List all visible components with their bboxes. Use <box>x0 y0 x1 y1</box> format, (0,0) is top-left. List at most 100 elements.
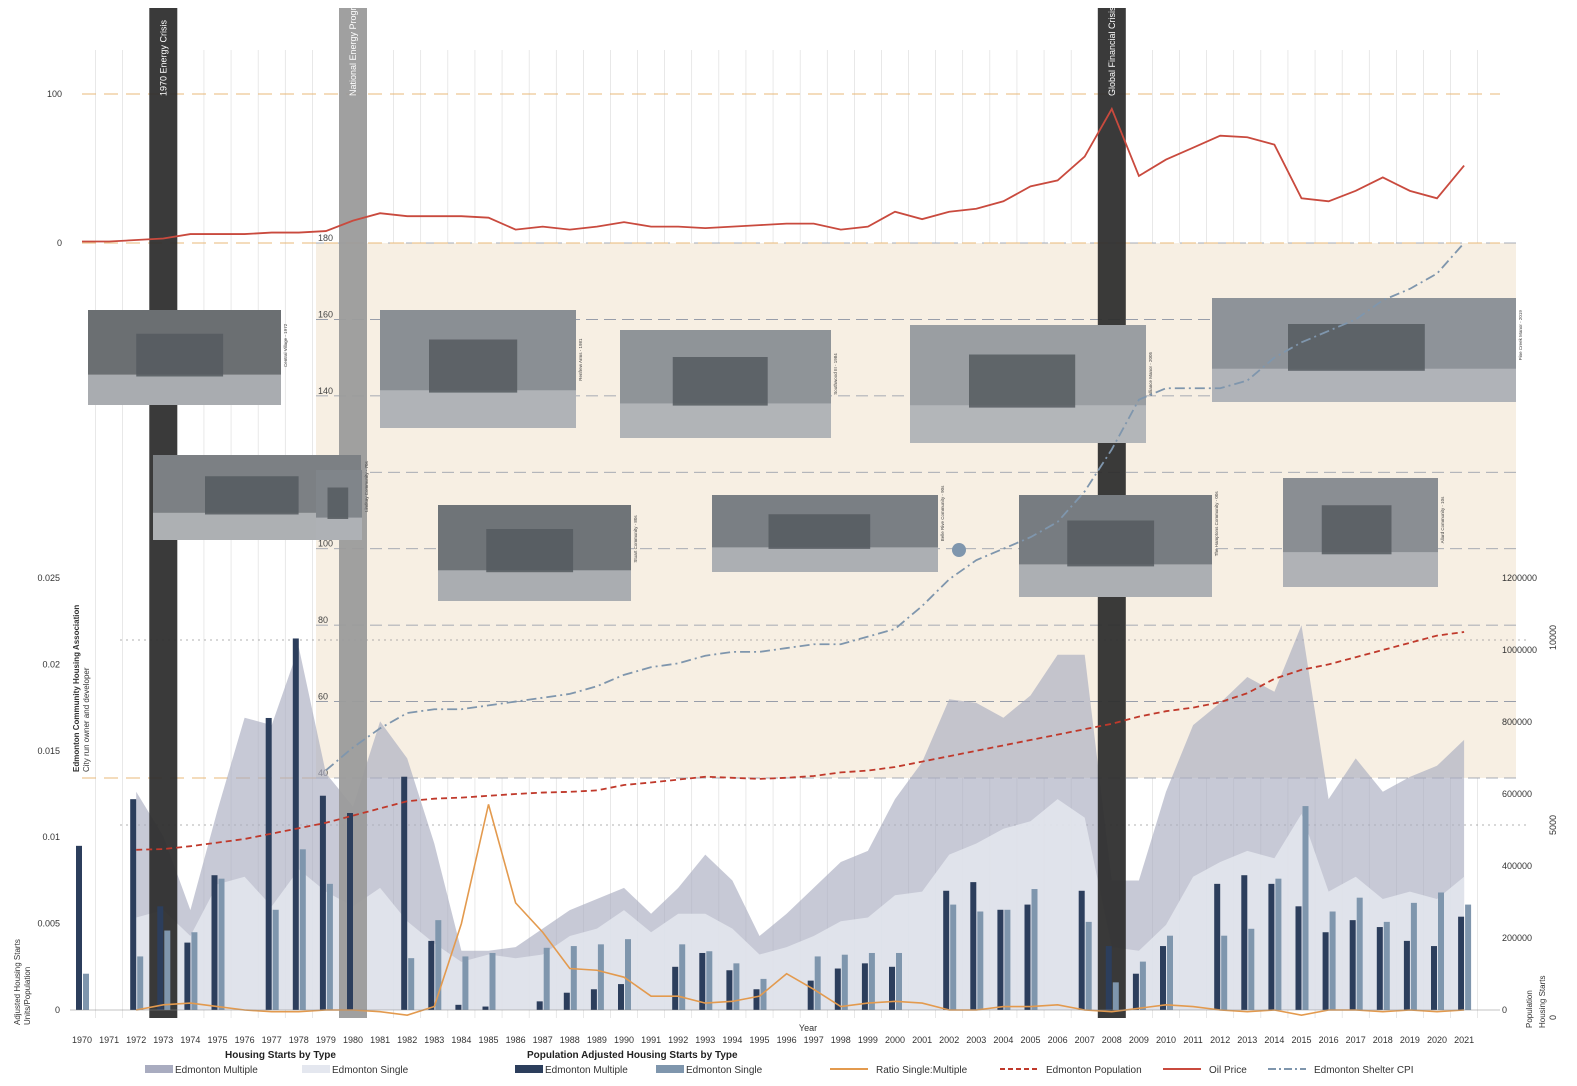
x-tick-label: 1977 <box>262 1035 282 1045</box>
left-axis-tick: 0.02 <box>42 659 60 669</box>
population-axis-tick: 1200000 <box>1502 573 1537 583</box>
bar-edmonton-single <box>1139 961 1146 1010</box>
cpi-tick-label: 100 <box>318 539 333 549</box>
legend-label: Edmonton Shelter CPI <box>1314 1065 1414 1076</box>
bar-edmonton-multiple <box>1160 946 1166 1010</box>
photo-ground <box>1212 368 1516 402</box>
x-tick-label: 1984 <box>451 1035 471 1045</box>
bar-edmonton-single <box>1438 892 1444 1010</box>
bar-edmonton-multiple <box>1105 946 1112 1010</box>
bar-edmonton-multiple <box>292 638 299 1010</box>
bar-edmonton-single <box>164 930 171 1010</box>
legend-swatch <box>302 1065 330 1073</box>
bar-edmonton-single <box>1329 911 1336 1010</box>
x-tick-label: 1994 <box>722 1035 742 1045</box>
x-axis-label: Year <box>799 1023 817 1033</box>
bar-edmonton-single <box>462 956 469 1010</box>
legend-swatch <box>145 1065 173 1073</box>
legend-label: Oil Price <box>1209 1065 1247 1076</box>
x-tick-label: 2014 <box>1264 1035 1284 1045</box>
x-tick-label: 1970 <box>72 1035 92 1045</box>
community-photo: Alliance Manor - 2005 <box>910 325 1153 443</box>
bar-edmonton-single <box>896 952 902 1010</box>
bar-edmonton-multiple <box>347 813 353 1010</box>
bar-edmonton-multiple <box>1349 920 1356 1010</box>
bar-edmonton-single <box>137 956 144 1010</box>
bar-edmonton-multiple <box>1024 904 1031 1010</box>
x-tick-label: 2004 <box>993 1035 1013 1045</box>
bar-edmonton-single <box>868 952 875 1010</box>
oil-price-line <box>82 106 1465 243</box>
x-tick-label: 1990 <box>614 1035 634 1045</box>
legend: Housing Starts by Type Population Adjuste… <box>145 1050 1414 1076</box>
photo-building <box>429 339 518 393</box>
x-tick-label: 2005 <box>1020 1035 1040 1045</box>
bar-edmonton-single <box>1085 921 1092 1010</box>
bar-edmonton-single <box>272 909 279 1010</box>
population-axis-tick: 200000 <box>1502 933 1532 943</box>
bar-edmonton-multiple <box>265 717 272 1010</box>
population-axis-tick: 1000000 <box>1502 645 1537 655</box>
x-tick-label: 1972 <box>126 1035 146 1045</box>
bar-edmonton-multiple <box>1431 946 1437 1010</box>
housing-starts-single-area <box>136 799 1465 1010</box>
bar-edmonton-single <box>1004 909 1011 1010</box>
bar-edmonton-multiple <box>834 968 841 1010</box>
bar-edmonton-multiple <box>1322 932 1329 1010</box>
x-tick-label: 2019 <box>1400 1035 1420 1045</box>
legend-item: Edmonton Multiple <box>515 1065 628 1076</box>
x-tick-label: 2010 <box>1156 1035 1176 1045</box>
x-tick-label: 2018 <box>1373 1035 1393 1045</box>
photo-ground <box>910 405 1146 443</box>
x-tick-label: 1982 <box>397 1035 417 1045</box>
legend-title: Population Adjusted Housing Starts by Ty… <box>527 1050 738 1061</box>
legend-swatch <box>656 1065 684 1073</box>
bar-edmonton-multiple <box>699 952 706 1010</box>
x-tick-label: 2021 <box>1454 1035 1474 1045</box>
photo-ground <box>1283 552 1438 587</box>
x-tick-label: 1986 <box>506 1035 526 1045</box>
bar-edmonton-single <box>1465 904 1472 1010</box>
bar-edmonton-multiple <box>726 970 733 1010</box>
photo-ground <box>88 374 281 405</box>
bar-edmonton-single <box>191 932 198 1010</box>
population-axis-tick: 400000 <box>1502 861 1532 871</box>
photo-building <box>1067 520 1155 567</box>
cpi-tick-label: 180 <box>318 233 333 243</box>
bar-edmonton-single <box>950 904 957 1010</box>
photo-building <box>1288 324 1425 371</box>
photo-caption: Alliance Manor - 2005 <box>1148 352 1153 396</box>
photo-building <box>205 476 299 515</box>
bar-edmonton-multiple <box>1403 940 1410 1010</box>
bar-edmonton-single <box>1275 878 1282 1010</box>
bar-edmonton-multiple <box>1376 927 1383 1010</box>
bar-edmonton-multiple <box>1295 906 1302 1010</box>
x-tick-label: 2013 <box>1237 1035 1257 1045</box>
legend-item: Edmonton Single <box>656 1065 763 1076</box>
bar-edmonton-multiple <box>76 845 82 1010</box>
bar-edmonton-single <box>760 978 767 1010</box>
bar-edmonton-single <box>218 878 225 1010</box>
bar-edmonton-single <box>625 939 631 1010</box>
x-tick-label: 1981 <box>370 1035 390 1045</box>
legend-label: Edmonton Multiple <box>545 1065 628 1076</box>
photo-ground <box>316 517 362 540</box>
bar-edmonton-multiple <box>753 989 760 1010</box>
photo-caption: Southwood III - 1984 <box>833 353 838 395</box>
starts-axis-tick: 10000 <box>1548 625 1558 650</box>
x-tick-label: 1980 <box>343 1035 363 1045</box>
bar-edmonton-single <box>326 883 333 1010</box>
starts-axis-label: Housing Starts <box>1538 976 1547 1028</box>
left-axis-tick: 0.015 <box>37 746 60 756</box>
community-photo: Pine Creek Manor - 2019 <box>1212 298 1523 402</box>
x-tick-label: 1985 <box>478 1035 498 1045</box>
bar-edmonton-multiple <box>889 966 895 1010</box>
oil-axis-tick: 0 <box>57 238 62 248</box>
x-tick-label: 2003 <box>966 1035 986 1045</box>
legend-item: Ratio Single:Multiple <box>830 1065 968 1076</box>
bar-edmonton-multiple <box>482 1006 489 1010</box>
bar-edmonton-multiple <box>590 989 597 1010</box>
bar-edmonton-single <box>1112 982 1119 1010</box>
x-tick-label: 1974 <box>180 1035 200 1045</box>
x-tick-label: 2020 <box>1427 1035 1447 1045</box>
